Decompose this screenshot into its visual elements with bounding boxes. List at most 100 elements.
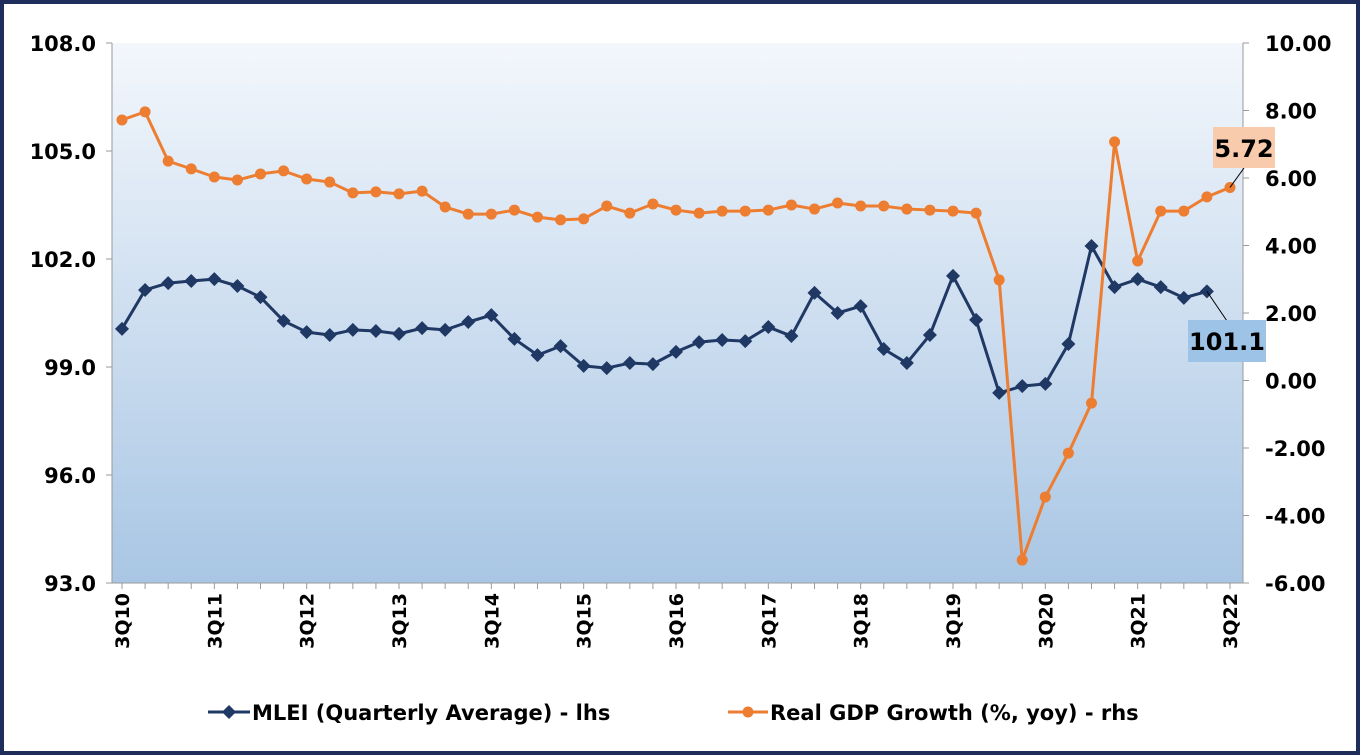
gdp-point bbox=[716, 205, 728, 217]
gdp-point bbox=[762, 204, 774, 216]
gdp-point bbox=[1039, 491, 1051, 503]
legend-gdp-circle-icon bbox=[742, 706, 754, 718]
gdp-label-box bbox=[1213, 127, 1275, 168]
gdp-point bbox=[970, 207, 982, 219]
gdp-point bbox=[393, 188, 405, 200]
mlei-point bbox=[415, 321, 430, 336]
gdp-point bbox=[1109, 136, 1121, 148]
mlei-point bbox=[853, 299, 868, 314]
x-tick-label: 3Q17 bbox=[758, 593, 780, 649]
gdp-point bbox=[301, 173, 313, 185]
left-tick-label: 108.0 bbox=[30, 32, 96, 56]
x-tick-label: 3Q13 bbox=[389, 593, 411, 649]
mlei-point bbox=[1015, 379, 1030, 394]
mlei-point bbox=[1153, 280, 1168, 295]
mlei-point bbox=[484, 308, 499, 323]
gdp-label-leader bbox=[1229, 167, 1245, 188]
gdp-point bbox=[462, 208, 474, 220]
right-tick-label: -2.00 bbox=[1265, 437, 1326, 461]
right-tick-label: 4.00 bbox=[1265, 235, 1317, 259]
legend-mlei-label: MLEI (Quarterly Average) - lhs bbox=[252, 701, 610, 725]
legend-gdp-label: Real GDP Growth (%, yoy) - rhs bbox=[770, 701, 1139, 725]
x-tick-label: 3Q14 bbox=[481, 593, 503, 649]
x-tick-label: 3Q12 bbox=[297, 593, 319, 649]
left-tick-label: 96.0 bbox=[44, 464, 96, 488]
mlei-point bbox=[184, 273, 199, 288]
gdp-point bbox=[670, 204, 682, 216]
gdp-point bbox=[555, 214, 567, 226]
mlei-point bbox=[1084, 239, 1099, 254]
mlei-point bbox=[599, 361, 614, 376]
mlei-point bbox=[207, 272, 222, 287]
mlei-point bbox=[230, 279, 245, 293]
mlei-point bbox=[622, 356, 637, 371]
left-tick-label: 105.0 bbox=[30, 140, 96, 164]
right-tick-label: 2.00 bbox=[1265, 302, 1317, 326]
gdp-point bbox=[162, 155, 174, 167]
mlei-point bbox=[322, 327, 337, 342]
gdp-point bbox=[231, 174, 243, 186]
gdp-point bbox=[878, 200, 890, 212]
mlei-point bbox=[553, 339, 568, 354]
mlei-point bbox=[392, 326, 406, 341]
right-tick-label: -6.00 bbox=[1265, 572, 1326, 596]
mlei-point bbox=[438, 322, 453, 337]
gdp-point bbox=[1201, 191, 1213, 203]
gdp-point bbox=[347, 187, 359, 199]
gdp-point bbox=[278, 165, 290, 177]
mlei-point bbox=[1038, 376, 1053, 391]
gdp-point bbox=[532, 211, 543, 223]
gdp-point bbox=[139, 106, 151, 118]
gdp-point bbox=[785, 199, 797, 211]
mlei-label-box bbox=[1188, 320, 1266, 362]
mlei-point bbox=[761, 320, 776, 335]
gdp-point bbox=[185, 163, 197, 175]
gdp-point bbox=[1086, 397, 1097, 409]
mlei-label-leader bbox=[1206, 291, 1228, 322]
gdp-point bbox=[647, 198, 659, 210]
mlei-point bbox=[253, 290, 268, 305]
mlei-point bbox=[115, 321, 129, 336]
x-tick-label: 3Q16 bbox=[666, 593, 688, 649]
mlei-point bbox=[669, 344, 683, 359]
gdp-point bbox=[947, 205, 959, 217]
gdp-point bbox=[324, 176, 336, 188]
mlei-point bbox=[645, 357, 660, 372]
mlei-point bbox=[830, 306, 845, 320]
mlei-point bbox=[507, 331, 522, 346]
x-tick-label: 3Q19 bbox=[943, 593, 965, 649]
mlei-point bbox=[876, 342, 891, 356]
right-tick-label: 0.00 bbox=[1265, 370, 1317, 394]
gdp-point bbox=[578, 213, 590, 225]
gdp-point bbox=[693, 207, 705, 219]
mlei-point bbox=[922, 327, 937, 342]
legend-mlei-diamond-icon bbox=[222, 705, 236, 719]
mlei-point bbox=[738, 334, 753, 349]
mlei-point bbox=[1176, 290, 1191, 305]
gdp-point bbox=[601, 200, 613, 212]
gdp-last-label: 5.72 bbox=[1214, 135, 1273, 163]
gdp-point bbox=[624, 207, 636, 219]
x-tick-label: 3Q22 bbox=[1220, 593, 1242, 649]
mlei-point bbox=[299, 325, 314, 340]
left-tick-label: 93.0 bbox=[44, 572, 96, 596]
mlei-point bbox=[368, 324, 383, 338]
gdp-point bbox=[1155, 205, 1167, 217]
left-tick-label: 102.0 bbox=[30, 248, 96, 272]
mlei-point bbox=[899, 356, 914, 371]
gdp-point bbox=[993, 274, 1005, 286]
mlei-point bbox=[969, 312, 984, 327]
gdp-point bbox=[416, 185, 428, 197]
gdp-point bbox=[924, 204, 936, 216]
gdp-point bbox=[439, 201, 451, 213]
gdp-point bbox=[1016, 554, 1028, 566]
gdp-point bbox=[1062, 447, 1074, 459]
x-tick-label: 3Q15 bbox=[574, 593, 596, 649]
right-tick-label: 10.00 bbox=[1265, 32, 1331, 56]
gdp-point bbox=[370, 186, 382, 198]
mlei-point bbox=[1061, 336, 1076, 351]
mlei-point bbox=[1107, 280, 1122, 295]
gdp-point bbox=[739, 205, 751, 217]
mlei-point bbox=[530, 348, 545, 363]
